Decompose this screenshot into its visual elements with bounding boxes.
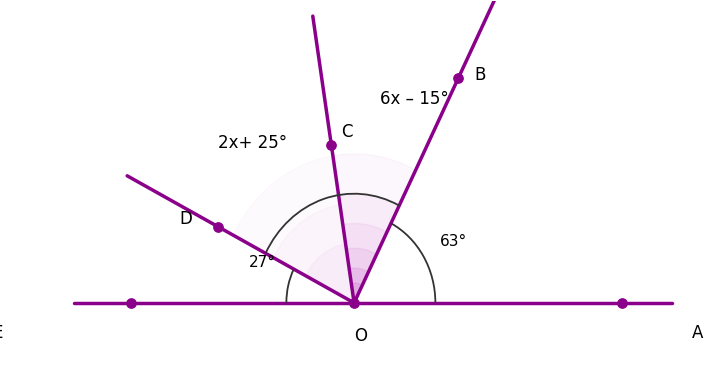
Text: O: O <box>354 327 367 345</box>
Polygon shape <box>351 283 362 303</box>
Polygon shape <box>349 268 369 303</box>
Text: 27°: 27° <box>249 255 276 270</box>
Polygon shape <box>338 194 399 303</box>
Text: A: A <box>692 324 704 342</box>
Text: C: C <box>341 123 353 141</box>
Text: E: E <box>0 324 3 342</box>
Polygon shape <box>333 154 416 303</box>
Text: 63°: 63° <box>440 234 467 249</box>
Point <box>453 75 464 81</box>
Point <box>212 224 223 230</box>
Point <box>616 300 627 306</box>
Point <box>348 300 360 306</box>
Text: B: B <box>474 66 486 84</box>
Polygon shape <box>306 244 354 303</box>
Text: D: D <box>180 210 192 228</box>
Polygon shape <box>346 248 376 303</box>
Point <box>125 300 137 306</box>
Text: 6x – 15°: 6x – 15° <box>380 90 448 108</box>
Text: 2x+ 25°: 2x+ 25° <box>218 135 287 153</box>
Point <box>326 142 337 148</box>
Polygon shape <box>343 224 387 303</box>
